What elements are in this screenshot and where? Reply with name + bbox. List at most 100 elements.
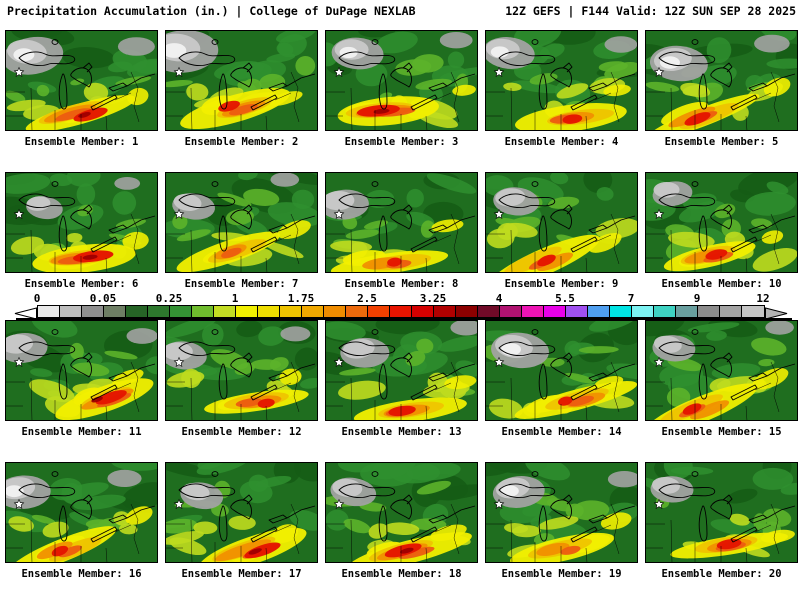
colorbar-segment — [434, 306, 456, 317]
ensemble-panel: Ensemble Member: 16 — [5, 462, 158, 580]
colorbar-tick-label: 0.05 — [89, 292, 117, 305]
ensemble-panel: Ensemble Member: 13 — [325, 320, 478, 438]
colorbar-segment — [236, 306, 258, 317]
ensemble-panel: Ensemble Member: 20 — [645, 462, 798, 580]
ensemble-precip-map — [645, 172, 798, 273]
colorbar-segment — [742, 306, 764, 317]
colorbar-segment — [82, 306, 104, 317]
ensemble-panel: Ensemble Member: 10 — [645, 172, 798, 290]
colorbar-segment — [698, 306, 720, 317]
colorbar-segment — [38, 306, 60, 317]
colorbar-segment — [588, 306, 610, 317]
colorbar-tick-label: 9 — [693, 292, 701, 305]
ensemble-member-caption: Ensemble Member: 13 — [341, 426, 462, 438]
ensemble-panel: Ensemble Member: 3 — [325, 30, 478, 148]
colorbar-segment — [654, 306, 676, 317]
colorbar-segment — [478, 306, 500, 317]
colorbar-segment — [258, 306, 280, 317]
colorbar-tick-label: 7 — [627, 292, 635, 305]
ensemble-panel: Ensemble Member: 6 — [5, 172, 158, 290]
colorbar-segments — [37, 305, 765, 318]
colorbar-segment — [346, 306, 368, 317]
ensemble-panel: Ensemble Member: 7 — [165, 172, 318, 290]
ensemble-precip-map — [485, 320, 638, 421]
colorbar-segment — [632, 306, 654, 317]
ensemble-panel: Ensemble Member: 5 — [645, 30, 798, 148]
ensemble-panel: Ensemble Member: 2 — [165, 30, 318, 148]
colorbar-segment — [390, 306, 412, 317]
ensemble-precip-map — [165, 172, 318, 273]
panel-row-3: Ensemble Member: 11 Ensemble Member: 12 … — [5, 320, 798, 438]
ensemble-member-caption: Ensemble Member: 9 — [504, 278, 619, 290]
ensemble-precip-map — [645, 320, 798, 421]
ensemble-precip-map — [645, 462, 798, 563]
ensemble-panel: Ensemble Member: 1 — [5, 30, 158, 148]
colorbar-segment — [522, 306, 544, 317]
colorbar-segment — [544, 306, 566, 317]
ensemble-panel: Ensemble Member: 14 — [485, 320, 638, 438]
header: Precipitation Accumulation (in.) | Colle… — [7, 4, 796, 18]
ensemble-member-caption: Ensemble Member: 2 — [184, 136, 299, 148]
ensemble-member-caption: Ensemble Member: 20 — [661, 568, 782, 580]
colorbar-segment — [302, 306, 324, 317]
colorbar-segment — [104, 306, 126, 317]
ensemble-precip-map — [325, 30, 478, 131]
ensemble-member-caption: Ensemble Member: 5 — [664, 136, 779, 148]
ensemble-precip-map — [325, 320, 478, 421]
ensemble-member-caption: Ensemble Member: 4 — [504, 136, 619, 148]
ensemble-precip-map — [485, 462, 638, 563]
ensemble-panel: Ensemble Member: 19 — [485, 462, 638, 580]
colorbar-segment — [500, 306, 522, 317]
ensemble-precip-map — [165, 30, 318, 131]
colorbar-segment — [126, 306, 148, 317]
colorbar-segment — [566, 306, 588, 317]
colorbar-left-arrow-icon — [14, 305, 37, 320]
ensemble-panel: Ensemble Member: 15 — [645, 320, 798, 438]
colorbar-tick-label: 0 — [33, 292, 41, 305]
ensemble-member-caption: Ensemble Member: 3 — [344, 136, 459, 148]
ensemble-precip-map — [645, 30, 798, 131]
colorbar-segment — [610, 306, 632, 317]
ensemble-member-caption: Ensemble Member: 17 — [181, 568, 302, 580]
colorbar-bar — [14, 305, 792, 320]
ensemble-member-caption: Ensemble Member: 19 — [501, 568, 622, 580]
ensemble-precip-map — [485, 30, 638, 131]
colorbar-segment — [324, 306, 346, 317]
ensemble-member-caption: Ensemble Member: 12 — [181, 426, 302, 438]
ensemble-precip-map — [5, 320, 158, 421]
ensemble-precip-map — [165, 320, 318, 421]
ensemble-panel: Ensemble Member: 8 — [325, 172, 478, 290]
colorbar-segment — [456, 306, 478, 317]
colorbar-segment — [170, 306, 192, 317]
colorbar-segment — [412, 306, 434, 317]
colorbar-segment — [368, 306, 390, 317]
ensemble-member-caption: Ensemble Member: 6 — [24, 278, 139, 290]
colorbar-tick-label: 2.5 — [357, 292, 377, 305]
colorbar-tick-label: 5.5 — [555, 292, 575, 305]
ensemble-panel: Ensemble Member: 9 — [485, 172, 638, 290]
colorbar-tick-label: 12 — [756, 292, 770, 305]
ensemble-member-caption: Ensemble Member: 7 — [184, 278, 299, 290]
ensemble-precip-map — [5, 30, 158, 131]
colorbar-segment — [214, 306, 236, 317]
colorbar-segment — [60, 306, 82, 317]
ensemble-member-caption: Ensemble Member: 8 — [344, 278, 459, 290]
ensemble-member-caption: Ensemble Member: 16 — [21, 568, 142, 580]
model-run-valid-time: 12Z GEFS | F144 Valid: 12Z SUN SEP 28 20… — [505, 4, 796, 18]
ensemble-precip-map — [5, 462, 158, 563]
ensemble-member-caption: Ensemble Member: 15 — [661, 426, 782, 438]
colorbar-segment — [148, 306, 170, 317]
ensemble-panel: Ensemble Member: 18 — [325, 462, 478, 580]
panel-row-1: Ensemble Member: 1 Ensemble Member: 2 En… — [5, 30, 798, 148]
product-title: Precipitation Accumulation (in.) | Colle… — [7, 4, 416, 18]
colorbar-segment — [720, 306, 742, 317]
colorbar-tick-label: 0.25 — [155, 292, 183, 305]
ensemble-precip-map — [5, 172, 158, 273]
ensemble-member-caption: Ensemble Member: 18 — [341, 568, 462, 580]
colorbar-segment — [676, 306, 698, 317]
colorbar-tick-label: 1 — [231, 292, 239, 305]
ensemble-precip-map — [165, 462, 318, 563]
ensemble-panel: Ensemble Member: 17 — [165, 462, 318, 580]
colorbar-segment — [280, 306, 302, 317]
colorbar: 0 0.05 0.25 1 1.75 2.5 3.25 4 5.5 7 9 12 — [0, 292, 800, 320]
